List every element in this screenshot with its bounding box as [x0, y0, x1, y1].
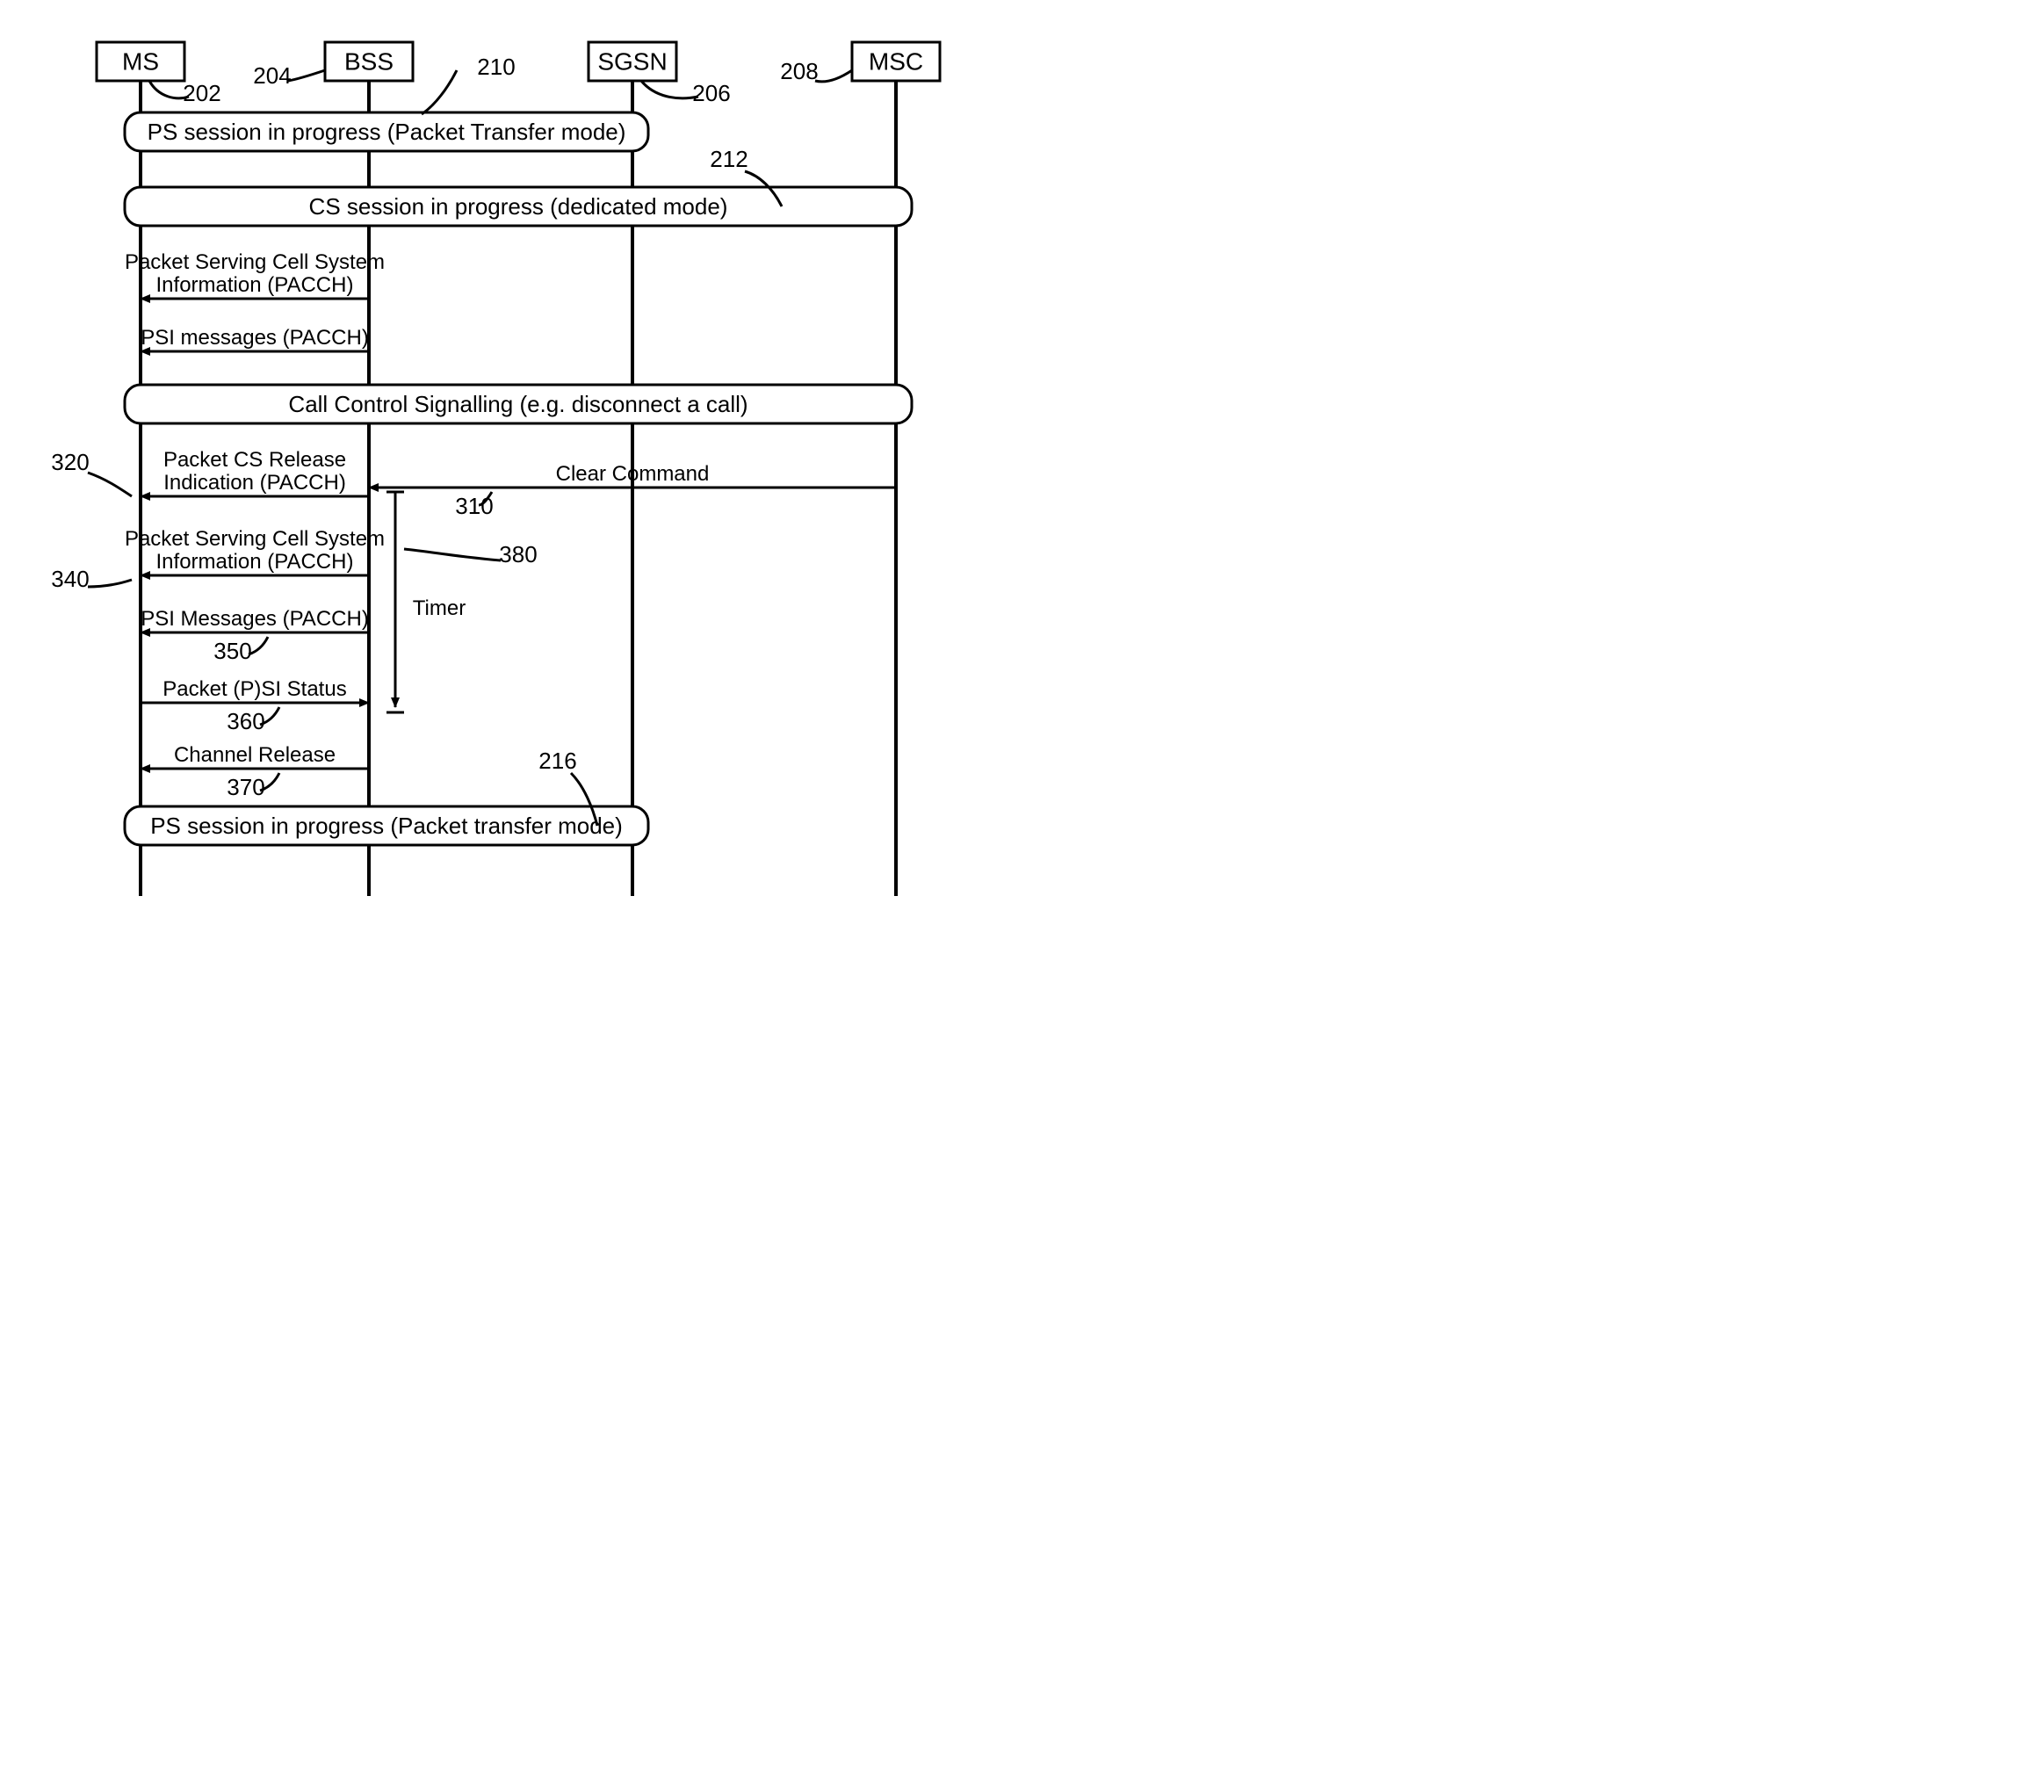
span-label-cc: Call Control Signalling (e.g. disconnect…: [288, 391, 748, 417]
message-label-m4-l0: Packet CS Release: [163, 448, 346, 472]
message-label-m4-l1: Indication (PACCH): [163, 471, 346, 495]
ref-label-r320: 320: [51, 449, 89, 475]
span-label-ps1: PS session in progress (Packet Transfer …: [148, 119, 626, 145]
actor-label-ms: MS: [122, 47, 159, 75]
ref-label-r202: 202: [183, 80, 220, 106]
ref-leader-r204: [288, 70, 325, 81]
ref-leader-r380: [404, 549, 501, 560]
message-label-m1-l1: Information (PACCH): [156, 273, 354, 297]
ref-leader-r210: [422, 70, 457, 114]
ref-label-r212: 212: [710, 146, 748, 172]
ref-label-r210: 210: [477, 54, 515, 80]
ref-label-r216: 216: [538, 748, 576, 774]
timer-label: Timer: [413, 596, 466, 620]
ref-label-r350: 350: [213, 638, 251, 664]
ref-label-r204: 204: [253, 62, 291, 89]
message-label-m3-l0: Clear Command: [556, 462, 710, 486]
message-label-m5-l1: Information (PACCH): [156, 550, 354, 574]
message-label-m1-l0: Packet Serving Cell System: [125, 250, 385, 274]
ref-leader-r340: [88, 580, 132, 587]
span-label-cs: CS session in progress (dedicated mode): [309, 193, 728, 220]
ref-label-r310: 310: [455, 493, 493, 519]
message-label-m5-l0: Packet Serving Cell System: [125, 527, 385, 551]
sequence-diagram: MS BSS SGSN MSC PS session in progress (Pack…: [18, 18, 1039, 914]
actor-label-bss: BSS: [344, 47, 394, 75]
ref-leader-r206: [641, 81, 698, 98]
message-label-m6-l0: PSI Messages (PACCH): [141, 607, 369, 631]
ref-label-r206: 206: [692, 80, 730, 106]
span-label-ps2: PS session in progress (Packet transfer …: [150, 813, 623, 839]
actor-label-sgsn: SGSN: [597, 47, 667, 75]
ref-leader-r320: [88, 473, 132, 496]
message-label-m8-l0: Channel Release: [174, 743, 336, 767]
message-label-m7-l0: Packet (P)SI Status: [163, 677, 346, 701]
ref-label-r370: 370: [227, 774, 264, 800]
ref-label-r380: 380: [499, 541, 537, 567]
ref-leader-r208: [815, 70, 852, 82]
ref-label-r340: 340: [51, 566, 89, 592]
ref-label-r208: 208: [780, 58, 818, 84]
ref-label-r360: 360: [227, 708, 264, 734]
message-label-m2-l0: PSI messages (PACCH): [141, 326, 369, 350]
actor-label-msc: MSC: [869, 47, 923, 75]
